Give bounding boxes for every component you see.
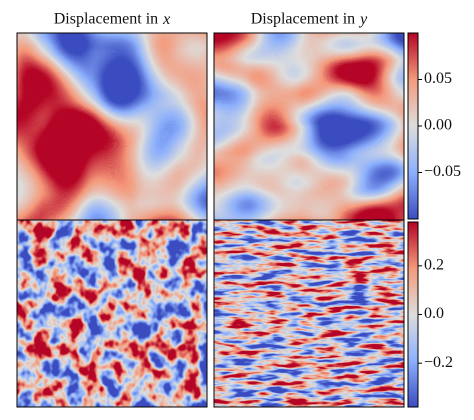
colorbar-tick-label: 0.05 [424,70,452,87]
colorbar [407,32,419,220]
colorbar-tick-label: −0.05 [424,163,461,180]
title-variable: y [358,11,368,28]
panel-title: Displacement in y [251,11,368,28]
heatmap [214,33,404,220]
colorbar-tick-label: 0.00 [424,117,452,134]
panel-title: Displacement in x [54,11,171,28]
colorbar-tick-label: 0.2 [424,256,444,273]
panel-frame [213,219,405,408]
panel-frame [16,219,208,408]
colorbar-tick-label: −0.2 [424,354,453,371]
heatmap [214,220,404,407]
title-variable: x [162,11,170,28]
colorbar-tick-label: 0.0 [424,305,444,322]
heatmap [17,33,207,220]
colorbar [407,221,419,408]
heatmap [17,220,207,407]
